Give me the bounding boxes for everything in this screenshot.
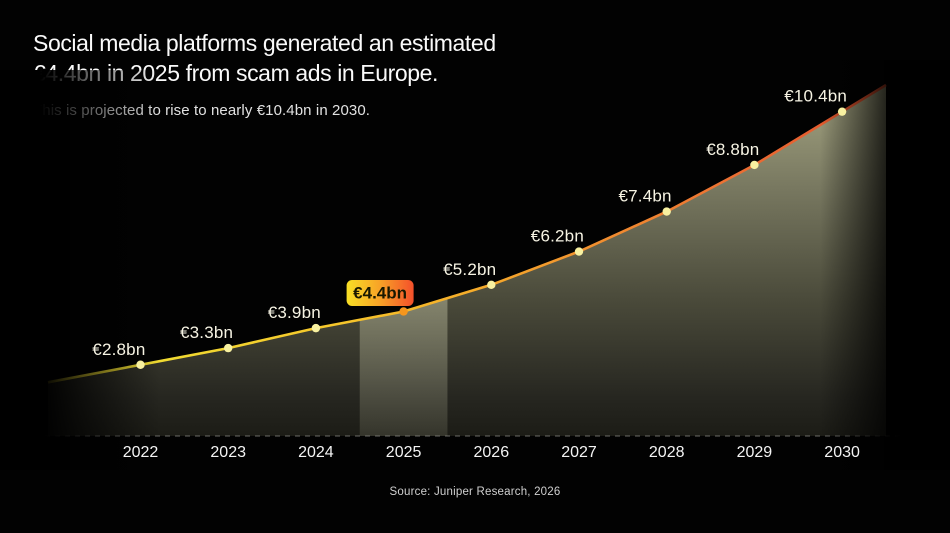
source-caption: Source: Juniper Research, 2026	[389, 486, 561, 498]
x-axis-label: 2030	[824, 444, 860, 461]
header: Social media platforms generated an esti…	[33, 28, 653, 119]
x-axis-label: 2025	[386, 444, 422, 461]
highlight-badge	[346, 279, 414, 306]
data-point-label: €7.4bn	[618, 187, 671, 206]
x-axis-label: 2024	[298, 444, 334, 461]
data-point	[750, 160, 759, 170]
data-point	[837, 107, 847, 116]
x-axis-label: 2027	[561, 444, 597, 461]
data-point-highlighted	[399, 307, 408, 316]
data-point	[487, 280, 496, 290]
chart-title-line1: Social media platforms generated an esti…	[33, 30, 496, 56]
data-point-label: €3.3bn	[180, 323, 233, 342]
data-point	[224, 343, 233, 353]
x-axis-label: 2023	[210, 444, 246, 461]
data-point-label: €10.4bn	[784, 87, 847, 106]
chart-title: Social media platforms generated an esti…	[33, 28, 653, 88]
highlight-band-2025	[359, 298, 448, 436]
data-point	[662, 207, 671, 216]
data-point-label: €2.8bn	[92, 340, 145, 359]
x-axis-label: 2029	[737, 444, 773, 461]
data-point-label: €3.9bn	[268, 303, 321, 322]
data-point	[136, 360, 145, 369]
x-axis-label: 2026	[474, 444, 510, 461]
data-point-label: €8.8bn	[706, 140, 759, 159]
area-fill	[48, 85, 886, 436]
x-axis-label: 2022	[123, 444, 159, 461]
right-fade	[820, 60, 950, 470]
highlight-badge-label: €4.4bn	[353, 283, 407, 302]
data-point-label: €6.2bn	[531, 227, 584, 246]
data-point-label: €5.2bn	[443, 260, 496, 279]
data-point	[574, 247, 584, 256]
x-axis-label: 2028	[649, 444, 685, 461]
left-fade	[0, 70, 160, 470]
data-point	[311, 323, 321, 333]
